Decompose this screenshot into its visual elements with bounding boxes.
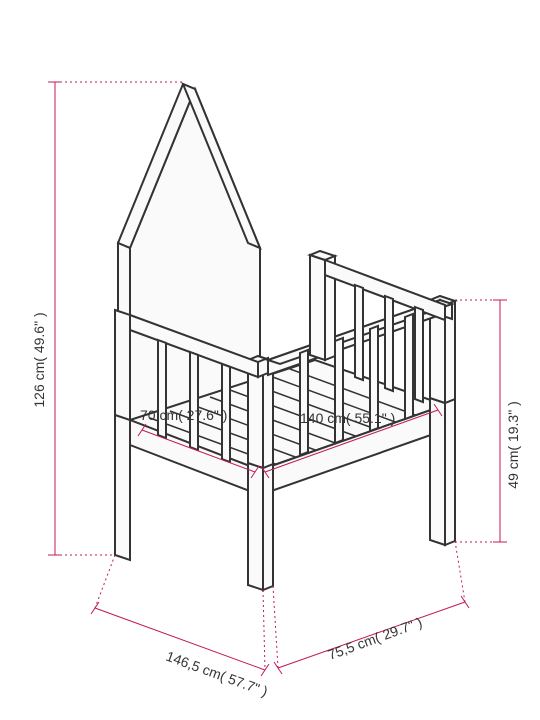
dim-width-total: 75,5 cm( 29.7" ) bbox=[273, 541, 469, 674]
dim-width-total-in: ( 29.7" ) bbox=[372, 614, 424, 646]
dim-width-total-cm: 75,5 cm bbox=[326, 631, 378, 663]
dim-rail-height-cm: 49 cm bbox=[505, 451, 521, 489]
svg-text:126 cm( 49.6" ): 126 cm( 49.6" ) bbox=[31, 312, 47, 407]
dim-length-total-in: ( 57.7" ) bbox=[218, 667, 270, 699]
svg-text:70 cm( 27.6" ): 70 cm( 27.6" ) bbox=[140, 407, 227, 423]
dim-height-total-cm: 126 cm bbox=[31, 362, 47, 408]
svg-text:146,5 cm( 57.7" ): 146,5 cm( 57.7" ) bbox=[164, 648, 270, 700]
dim-inner-width-cm: 70 cm bbox=[140, 407, 178, 423]
dim-inner-length-cm: 140 cm bbox=[300, 410, 346, 426]
bed-illustration bbox=[115, 84, 455, 590]
dim-height-total-in: ( 49.6" ) bbox=[31, 312, 47, 361]
dim-inner-length-in: ( 55.1" ) bbox=[346, 410, 395, 426]
bed-dimension-diagram: 126 cm( 49.6" ) 49 cm( 19.3" ) 70 cm( 27… bbox=[0, 0, 540, 720]
dim-inner-width-in: ( 27.6" ) bbox=[178, 407, 227, 423]
dim-length-total-cm: 146,5 cm bbox=[164, 648, 224, 683]
svg-text:140 cm( 55.1" ): 140 cm( 55.1" ) bbox=[300, 410, 395, 426]
dim-rail-height-in: ( 19.3" ) bbox=[505, 401, 521, 450]
svg-text:49 cm( 19.3" ): 49 cm( 19.3" ) bbox=[505, 401, 521, 488]
dim-rail-height: 49 cm( 19.3" ) bbox=[455, 300, 521, 542]
svg-text:75,5 cm( 29.7" ): 75,5 cm( 29.7" ) bbox=[326, 614, 425, 663]
dim-length-total: 146,5 cm( 57.7" ) bbox=[91, 555, 270, 699]
